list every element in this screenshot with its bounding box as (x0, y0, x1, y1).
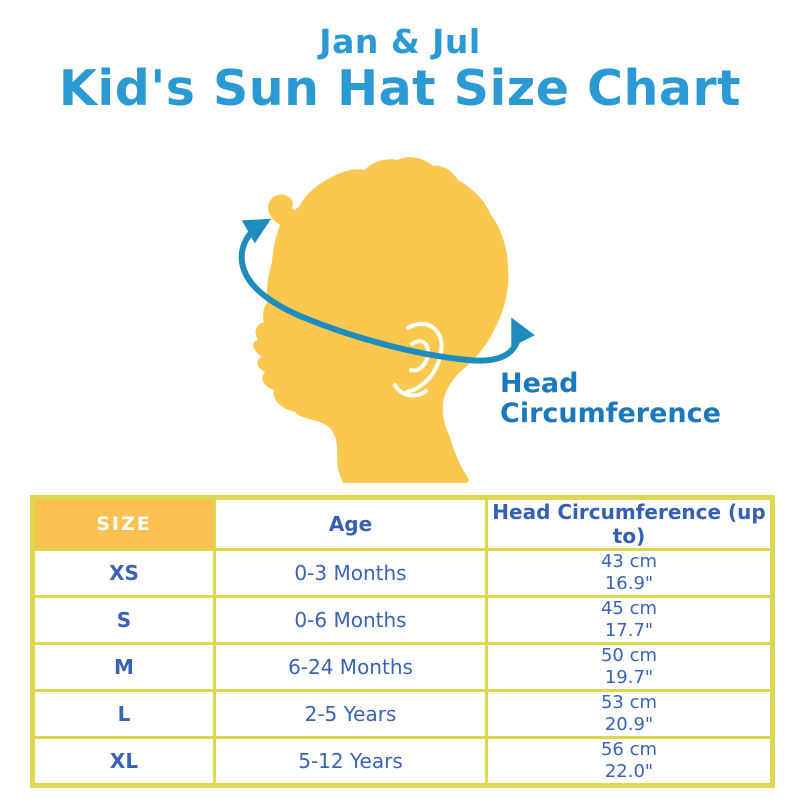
size-table: SIZE Age Head Circumference (up to) XS 0… (30, 495, 775, 788)
age-cell: 6-24 Months (213, 641, 488, 692)
circumference-cm: 45 cm (600, 597, 658, 619)
age-cell: 5-12 Years (213, 735, 488, 787)
brand-name: Jan & Jul (319, 22, 481, 61)
circumference-cell: 50 cm 19.7" (485, 641, 774, 692)
circumference-inches: 20.9" (604, 713, 654, 735)
circumference-inches: 17.7" (604, 619, 654, 641)
circumference-cell: 53 cm 20.9" (485, 688, 774, 739)
circumference-cm: 50 cm (600, 644, 658, 666)
table-row: XL 5-12 Years 56 cm 22.0" (31, 735, 774, 787)
column-header-circumference: Head Circumference (up to) (485, 496, 774, 551)
page-title: Kid's Sun Hat Size Chart (58, 60, 742, 117)
size-cell: XS (31, 548, 216, 598)
table-row: L 2-5 Years 53 cm 20.9" (31, 688, 774, 739)
circumference-cm: 43 cm (600, 551, 658, 572)
age-cell: 0-6 Months (213, 594, 488, 645)
size-cell: S (31, 594, 216, 645)
size-cell: M (31, 641, 216, 692)
circumference-inches: 22.0" (604, 760, 654, 782)
age-cell: 0-3 Months (213, 548, 488, 598)
table-header-row: SIZE Age Head Circumference (up to) (31, 496, 774, 551)
circumference-cm: 53 cm (600, 691, 658, 713)
circumference-cell: 45 cm 17.7" (485, 594, 774, 645)
column-header-age: Age (213, 496, 488, 551)
column-header-size: SIZE (31, 496, 216, 551)
table-row: XS 0-3 Months 43 cm 16.9" (31, 548, 774, 598)
table-row: S 0-6 Months 45 cm 17.7" (31, 594, 774, 645)
circumference-cell: 56 cm 22.0" (485, 735, 774, 787)
circumference-cm: 56 cm (600, 738, 658, 760)
head-silhouette-shape (253, 157, 509, 483)
size-cell: L (31, 688, 216, 739)
head-circumference-label-line2: Circumference (500, 398, 721, 430)
age-cell: 2-5 Years (213, 688, 488, 739)
table-row: M 6-24 Months 50 cm 19.7" (31, 641, 774, 692)
circumference-cell: 43 cm 16.9" (485, 548, 774, 598)
head-silhouette-icon (238, 157, 535, 483)
circumference-inches: 16.9" (604, 572, 654, 594)
circumference-inches: 19.7" (604, 666, 654, 688)
head-circumference-label-line1: Head (500, 368, 579, 399)
size-cell: XL (31, 735, 216, 787)
head-circumference-label: Head Circumference (500, 368, 721, 430)
measuring-tape-arrow-icon (238, 218, 535, 364)
